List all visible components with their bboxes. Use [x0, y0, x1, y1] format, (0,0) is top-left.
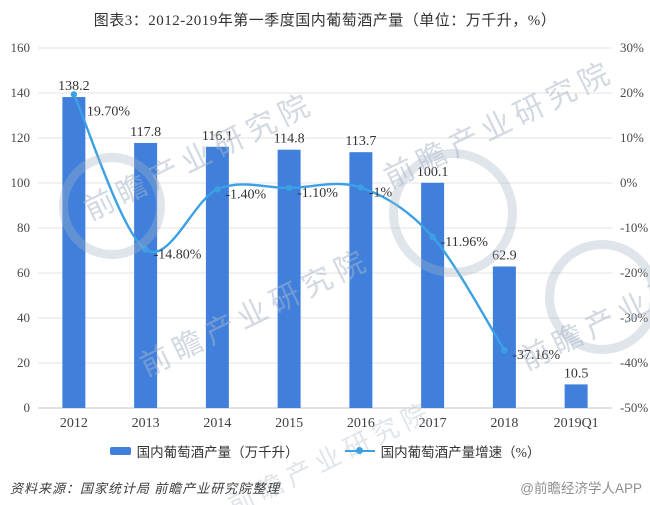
svg-text:10%: 10% [620, 130, 644, 145]
credit-note: @前瞻经济学人APP [520, 481, 642, 496]
footer: 资料来源：国家统计局 前瞻产业研究院整理 @前瞻经济学人APP [10, 477, 642, 497]
svg-text:-1.10%: -1.10% [297, 186, 338, 201]
svg-text:-30%: -30% [620, 310, 648, 325]
chart-title: 图表3：2012-2019年第一季度国内葡萄酒产量（单位：万千升，%） [93, 13, 557, 29]
svg-text:0%: 0% [620, 175, 638, 190]
svg-text:116.1: 116.1 [202, 129, 233, 144]
svg-text:-40%: -40% [620, 355, 648, 370]
bar-series-marker-icon [109, 447, 131, 455]
svg-text:62.9: 62.9 [492, 248, 517, 263]
svg-text:2014: 2014 [203, 416, 231, 431]
svg-text:2012: 2012 [60, 416, 88, 431]
svg-text:114.8: 114.8 [274, 132, 305, 147]
svg-text:100: 100 [11, 175, 31, 190]
source-note: 资料来源：国家统计局 前瞻产业研究院整理 [10, 480, 281, 496]
svg-text:100.1: 100.1 [417, 165, 449, 180]
svg-text:60: 60 [17, 265, 30, 280]
svg-text:80: 80 [17, 220, 30, 235]
legend: 国内葡萄酒产量（万千升） 国内葡萄酒产量增速（%） [0, 441, 650, 461]
svg-text:113.7: 113.7 [345, 134, 376, 149]
svg-text:-50%: -50% [620, 400, 648, 415]
svg-text:2016: 2016 [347, 416, 375, 431]
svg-text:19.70%: 19.70% [87, 104, 131, 119]
svg-text:0: 0 [24, 400, 31, 415]
svg-text:10.5: 10.5 [564, 366, 589, 381]
svg-text:2015: 2015 [275, 416, 303, 431]
svg-text:120: 120 [11, 130, 31, 145]
svg-text:2018: 2018 [490, 416, 518, 431]
svg-text:20%: 20% [620, 85, 644, 100]
svg-text:117.8: 117.8 [130, 125, 161, 140]
legend-label-production: 国内葡萄酒产量（万千升） [136, 445, 299, 460]
svg-text:-20%: -20% [620, 265, 648, 280]
svg-text:-14.80%: -14.80% [154, 248, 202, 263]
svg-text:-11.96%: -11.96% [441, 235, 489, 250]
legend-item-growth[interactable]: 国内葡萄酒产量增速（%） [344, 441, 541, 461]
svg-text:30%: 30% [620, 40, 644, 55]
line-series-marker-icon [344, 447, 375, 455]
svg-text:-10%: -10% [620, 220, 648, 235]
legend-label-growth: 国内葡萄酒产量增速（%） [380, 445, 541, 460]
svg-text:-1%: -1% [369, 186, 393, 201]
svg-text:40: 40 [17, 310, 30, 325]
svg-text:160: 160 [11, 40, 31, 55]
svg-text:2019Q1: 2019Q1 [554, 416, 599, 431]
legend-item-production[interactable]: 国内葡萄酒产量（万千升） [109, 441, 299, 461]
svg-text:138.2: 138.2 [58, 79, 90, 94]
svg-text:2013: 2013 [132, 416, 160, 431]
svg-text:140: 140 [11, 85, 31, 100]
svg-text:-37.16%: -37.16% [512, 348, 560, 363]
svg-text:-1.40%: -1.40% [225, 187, 266, 202]
svg-text:20: 20 [17, 355, 30, 370]
svg-text:2017: 2017 [419, 416, 447, 431]
